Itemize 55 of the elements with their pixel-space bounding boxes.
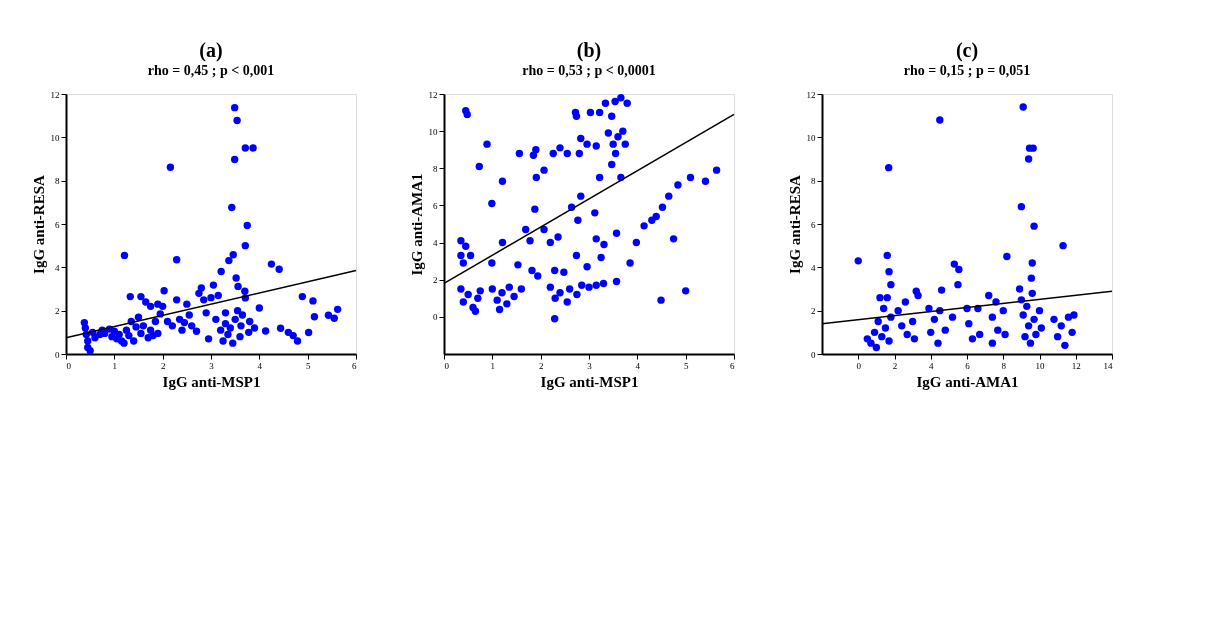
chart-title: (c) [955,39,979,62]
y-tick-label: 10 [50,132,60,143]
y-tick-label: 0 [433,312,438,323]
x-axis-title: IgG anti-MSP1 [162,373,261,390]
y-tick-label: 6 [433,200,438,211]
x-tick-label: 1 [490,360,496,371]
x-tick-label: 5 [305,360,311,371]
x-tick-label: 6 [965,360,971,371]
x-tick-label: 4 [635,360,641,371]
x-tick-label: 0 [66,360,72,371]
x-tick-label: 6 [730,360,735,371]
x-tick-label: 14 [1103,360,1113,371]
x-tick-label: 8 [1001,360,1007,371]
x-tick-label: 12 [1071,360,1081,371]
x-tick-label: 2 [160,360,166,371]
x-tick-label: 0 [856,360,862,371]
y-tick-label: 8 [811,176,816,187]
y-tick-label: 2 [433,275,438,286]
y-tick-label: 10 [806,132,816,143]
y-axis-title: IgG anti-RESA [30,174,47,274]
chart-subtitle: rho = 0,45 ; p < 0,001 [147,63,275,78]
x-tick-label: 2 [538,360,544,371]
chart-title: (b) [576,39,602,62]
y-tick-label: 4 [433,238,438,249]
y-axis-title: IgG anti-AMA1 [408,173,425,276]
y-tick-label: 2 [55,306,60,317]
y-tick-label: 12 [428,89,438,100]
y-tick-label: 10 [428,126,438,137]
y-tick-label: 12 [50,89,60,100]
x-tick-label: 3 [587,360,593,371]
x-tick-label: 2 [892,360,898,371]
y-axis-title: IgG anti-RESA [786,174,803,274]
x-axis-title: IgG anti-MSP1 [540,373,639,390]
x-tick-label: 1 [112,360,118,371]
x-tick-label: 6 [352,360,357,371]
x-tick-label: 4 [257,360,263,371]
y-tick-label: 0 [55,349,60,360]
x-axis-title: IgG anti-AMA1 [916,373,1019,390]
chart-subtitle: rho = 0,53 ; p < 0,0001 [522,63,656,78]
y-tick-label: 8 [55,176,60,187]
y-tick-label: 12 [806,89,816,100]
y-tick-label: 0 [811,349,816,360]
x-tick-label: 4 [929,360,934,371]
y-tick-label: 6 [811,219,816,230]
x-tick-label: 5 [683,360,689,371]
chart-subtitle: rho = 0,15 ; p = 0,051 [903,63,1031,78]
x-tick-label: 3 [209,360,215,371]
x-tick-label: 0 [444,360,450,371]
x-tick-label: 10 [1035,360,1045,371]
chart-title: (a) [199,39,223,62]
y-tick-label: 8 [433,163,438,174]
y-tick-label: 2 [811,306,816,317]
y-tick-label: 4 [811,262,816,273]
y-tick-label: 6 [55,219,60,230]
y-tick-label: 4 [55,262,60,273]
